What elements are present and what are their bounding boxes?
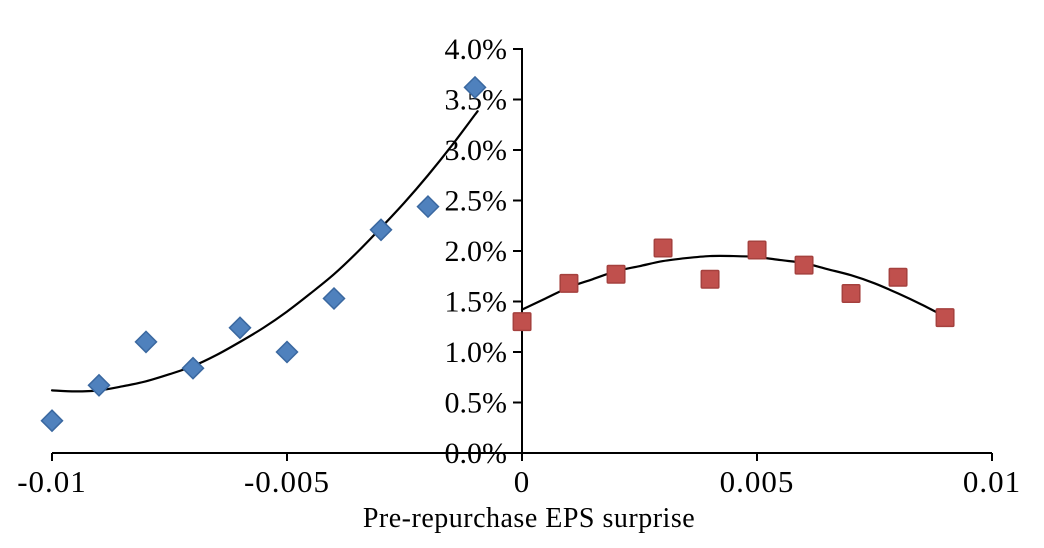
data-point-diamond [228, 316, 252, 340]
x-tick-label: 0 [514, 464, 531, 499]
data-point-diamond [87, 373, 111, 397]
data-point-square [888, 267, 908, 287]
y-tick-label: 3.0% [445, 134, 508, 167]
y-tick-label: 2.0% [445, 235, 508, 268]
trendline-positive-surprise-red-squares [520, 254, 947, 318]
data-point-square [841, 283, 861, 303]
x-axis-title: Pre-repurchase EPS surprise [362, 503, 696, 534]
data-point-diamond [134, 330, 158, 354]
data-point-square [606, 264, 626, 284]
y-tick-label: 0.5% [445, 387, 508, 420]
y-tick-label: 2.5% [445, 185, 508, 218]
x-tick-label: 0.01 [963, 464, 1021, 499]
data-point-square [559, 273, 579, 293]
data-point-square [935, 308, 955, 328]
data-point-diamond [369, 218, 393, 242]
x-tick-label: -0.01 [17, 464, 87, 499]
y-tick-label: 1.0% [445, 336, 508, 369]
y-tick-label: 4.0% [445, 33, 508, 66]
data-point-diamond [40, 409, 64, 433]
data-point-square [700, 269, 720, 289]
data-point-diamond [275, 340, 299, 364]
trendline-negative-surprise-blue-diamonds [50, 110, 479, 393]
data-point-diamond [416, 195, 440, 219]
data-point-square [653, 238, 673, 258]
data-point-diamond [463, 75, 487, 99]
data-point-square [512, 312, 532, 332]
y-tick-label: 1.5% [445, 286, 508, 319]
data-point-diamond [322, 286, 346, 311]
x-tick-label: -0.005 [244, 464, 330, 499]
data-point-diamond [181, 356, 205, 380]
data-point-square [747, 240, 767, 260]
x-tick-label: 0.005 [720, 464, 795, 499]
data-point-square [794, 255, 814, 275]
